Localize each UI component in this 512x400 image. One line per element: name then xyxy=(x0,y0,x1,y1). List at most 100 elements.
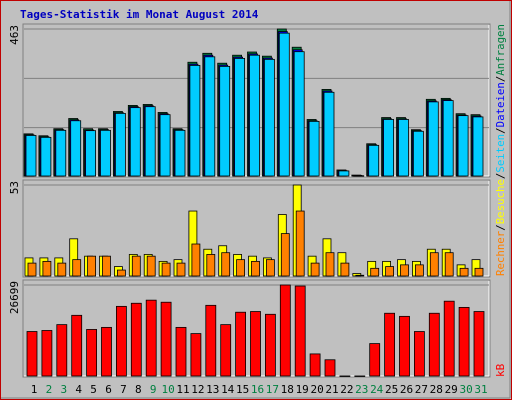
x-tick-label: 27 xyxy=(415,383,428,396)
x-tick-label: 20 xyxy=(310,383,323,396)
bar xyxy=(129,107,141,177)
x-tick-label: 19 xyxy=(296,383,309,396)
bar xyxy=(472,116,484,177)
bar xyxy=(295,210,305,277)
x-tick-label: 30 xyxy=(459,383,472,396)
bar xyxy=(280,233,290,277)
x-tick-label: 22 xyxy=(340,383,353,396)
bar xyxy=(100,129,111,177)
bar xyxy=(279,284,291,377)
bar xyxy=(219,65,231,177)
x-tick-label: 29 xyxy=(445,383,458,396)
x-tick-label: 8 xyxy=(135,383,142,396)
bar xyxy=(206,254,216,277)
x-tick-label: 11 xyxy=(176,383,189,396)
bar xyxy=(474,267,484,277)
bar xyxy=(339,375,351,377)
bar xyxy=(101,326,112,377)
bar xyxy=(294,285,306,377)
bar xyxy=(384,312,396,377)
bar xyxy=(428,312,440,377)
bar xyxy=(117,269,126,277)
bar xyxy=(251,260,260,277)
legend-separator: / xyxy=(494,76,507,82)
x-tick-label: 16 xyxy=(251,383,264,396)
bar xyxy=(174,129,186,177)
bar xyxy=(427,101,439,177)
y-tick-label: 463 xyxy=(8,25,21,45)
bar xyxy=(41,330,53,377)
bar xyxy=(369,343,381,377)
bar xyxy=(236,259,246,277)
bar xyxy=(429,252,439,277)
legend-entry: Dateien xyxy=(494,82,507,127)
bar xyxy=(160,301,172,377)
bar xyxy=(412,130,424,177)
bar xyxy=(265,259,275,277)
x-tick-label: 24 xyxy=(370,383,384,396)
bar xyxy=(85,130,96,177)
bar xyxy=(221,252,231,277)
chart-title: Tages-Statistik im Monat August 2014 xyxy=(20,8,259,21)
y-tick-label: 26699 xyxy=(8,281,21,314)
bar xyxy=(161,262,171,277)
bar xyxy=(354,375,366,377)
x-tick-label: 10 xyxy=(161,383,174,396)
legend-entry: kB xyxy=(494,363,507,377)
bar xyxy=(234,58,246,177)
x-tick-label: 17 xyxy=(266,383,279,396)
bar xyxy=(383,119,395,177)
bar xyxy=(176,262,186,277)
x-tick-label: 7 xyxy=(120,383,127,396)
legend-entry: Besuche xyxy=(494,179,507,224)
x-tick-label: 1 xyxy=(31,383,38,396)
bar xyxy=(86,329,97,377)
legend-entry: Seiten xyxy=(494,134,507,173)
x-tick-label: 25 xyxy=(385,383,398,396)
bar xyxy=(220,324,232,377)
x-tick-label: 4 xyxy=(75,383,82,396)
x-tick-label: 14 xyxy=(221,383,235,396)
legend-separator: / xyxy=(494,173,507,179)
x-tick-label: 31 xyxy=(474,383,487,396)
y-tick-label: 53 xyxy=(8,181,21,194)
bar xyxy=(102,255,111,277)
bar xyxy=(459,267,469,277)
bar xyxy=(56,324,68,377)
legend-entry: Rechner xyxy=(494,230,507,276)
bar xyxy=(72,259,82,277)
x-tick-label: 18 xyxy=(281,383,294,396)
bar xyxy=(353,175,365,177)
bar xyxy=(249,54,260,177)
x-tick-label: 12 xyxy=(191,383,204,396)
bar xyxy=(190,333,202,377)
x-tick-label: 2 xyxy=(46,383,53,396)
bar xyxy=(131,255,141,277)
bar xyxy=(458,306,470,377)
bar xyxy=(70,120,82,177)
bar xyxy=(413,331,425,377)
legend-separator: / xyxy=(494,127,507,133)
bar xyxy=(399,315,410,377)
bar xyxy=(175,326,187,377)
bar xyxy=(115,112,126,177)
bar xyxy=(278,32,290,177)
bar xyxy=(130,302,142,377)
bar xyxy=(235,311,247,377)
bar xyxy=(324,359,336,377)
x-tick-label: 5 xyxy=(90,383,97,396)
bar xyxy=(87,255,96,277)
bar xyxy=(204,56,216,177)
bar xyxy=(370,267,380,277)
bar xyxy=(42,260,52,277)
bar xyxy=(264,313,276,377)
bar xyxy=(71,314,83,377)
bar xyxy=(250,311,261,377)
x-tick-label: 21 xyxy=(325,383,338,396)
bar xyxy=(368,144,380,177)
bar xyxy=(385,266,395,277)
bar xyxy=(473,311,485,377)
legend: Rechner/Besuche/Seiten/Dateien/Anfragen xyxy=(494,24,507,276)
x-tick-label: 6 xyxy=(105,383,112,396)
